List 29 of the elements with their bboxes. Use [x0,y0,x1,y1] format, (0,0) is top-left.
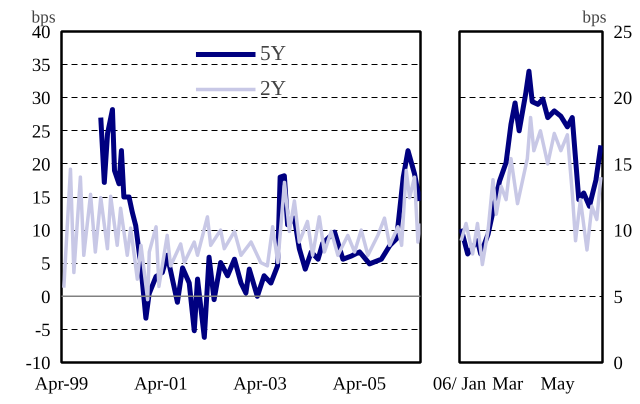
x-tick-label: Apr-03 [233,374,287,394]
x-tick-label: May [540,374,576,394]
y-tick-label: -10 [26,353,51,374]
legend-label: 2Y [260,76,286,101]
y-axis-title: bps [582,8,607,26]
y-tick-label: 10 [614,220,632,242]
line-series [62,167,420,302]
y-tick-label: 0 [614,353,623,374]
y-tick-label: 30 [32,88,50,110]
y-tick-label: 5 [614,286,623,308]
x-tick-label: 06/ Jan [432,374,487,394]
y-tick-label: -5 [34,320,51,341]
x-tick-label: Apr-99 [34,374,88,394]
y-tick-label: 20 [32,154,50,176]
x-tick-label: Mar [492,374,524,394]
legend-label: 5Y [260,41,286,66]
y-tick-label: 15 [32,188,50,208]
x-tick-label: Apr-01 [134,374,188,394]
y-tick-label: 20 [614,88,632,110]
y-tick-label: 5 [41,254,50,275]
line-series [460,116,602,266]
y-tick-label: 25 [614,22,632,43]
y-tick-label: 25 [32,121,50,142]
y-tick-label: 35 [32,55,50,76]
y-tick-label: 15 [614,154,632,176]
y-tick-label: 0 [41,286,50,308]
y-axis-title: bps [32,8,56,26]
x-tick-label: Apr-05 [332,374,386,394]
y-tick-label: 10 [32,220,50,242]
